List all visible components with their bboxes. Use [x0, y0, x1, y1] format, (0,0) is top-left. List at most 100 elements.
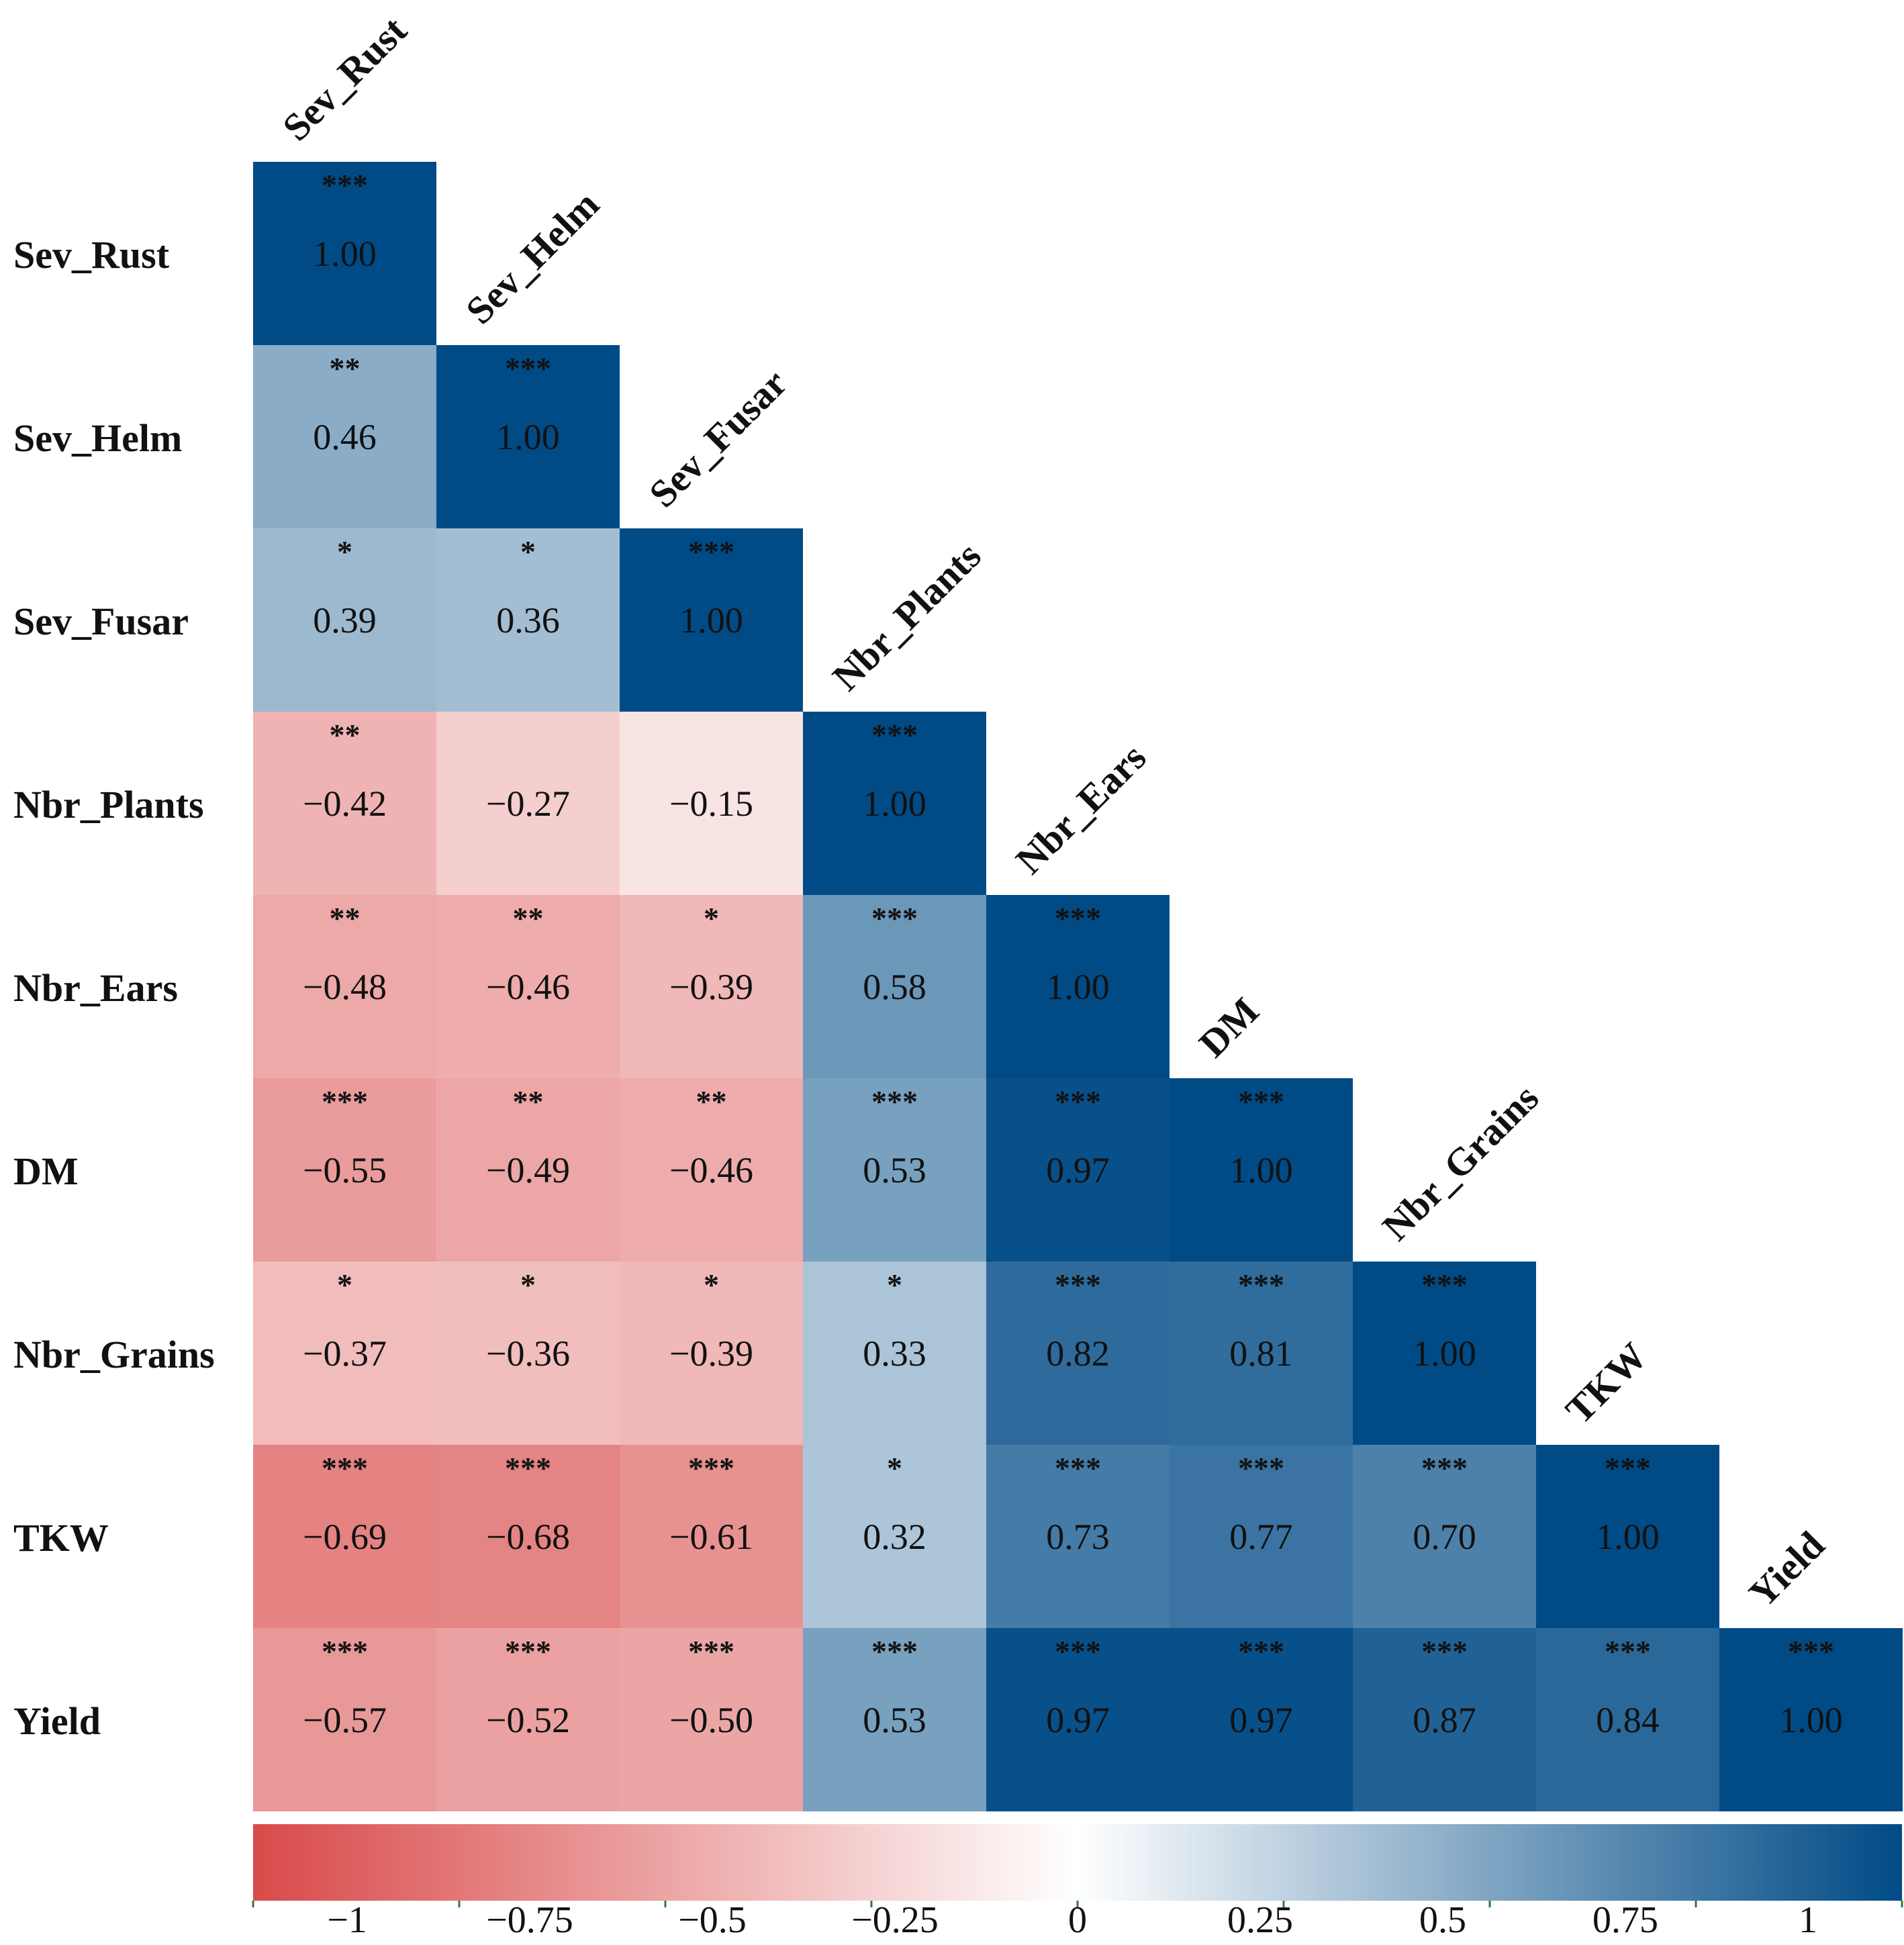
cell-value-yield-nbr-ears: 0.97	[1046, 1700, 1110, 1740]
cell-significance-nbr-grains-nbr-grains: ***	[1421, 1268, 1468, 1302]
column-label-nbr-ears: Nbr_Ears	[1007, 735, 1154, 882]
cell-value-yield-dm: 0.97	[1229, 1700, 1293, 1740]
row-label-sev-helm: Sev_Helm	[13, 416, 182, 460]
cell-sev-helm-sev-helm	[436, 345, 620, 528]
color-scale-tick-label: 0.75	[1592, 1899, 1658, 1941]
cell-significance-sev-fusar-sev-fusar: ***	[688, 534, 734, 569]
cell-significance-tkw-nbr-grains: ***	[1421, 1451, 1468, 1485]
column-label-yield: Yield	[1740, 1523, 1833, 1615]
cell-dm-dm	[1170, 1078, 1353, 1262]
cell-significance-sev-helm-sev-helm: ***	[505, 351, 551, 385]
cell-significance-tkw-sev-helm: ***	[505, 1451, 551, 1485]
cell-value-tkw-sev-fusar: −0.61	[669, 1517, 753, 1557]
row-label-nbr-plants: Nbr_Plants	[13, 783, 204, 826]
cell-significance-yield-sev-rust: ***	[322, 1634, 368, 1668]
cell-value-dm-dm: 1.00	[1229, 1150, 1293, 1190]
cell-value-dm-nbr-ears: 0.97	[1046, 1150, 1110, 1190]
cell-value-tkw-dm: 0.77	[1229, 1517, 1293, 1557]
cell-significance-nbr-ears-nbr-ears: ***	[1055, 901, 1101, 935]
cell-nbr-plants-sev-helm	[436, 712, 620, 895]
cell-nbr-plants-sev-fusar	[620, 712, 803, 895]
cell-value-nbr-plants-sev-fusar: −0.15	[669, 784, 753, 824]
cell-significance-yield-tkw: ***	[1605, 1634, 1651, 1668]
row-label-yield: Yield	[13, 1699, 101, 1743]
cell-sev-fusar-sev-rust	[253, 528, 436, 712]
cell-value-nbr-grains-dm: 0.81	[1229, 1333, 1293, 1374]
cell-tkw-nbr-plants	[803, 1445, 986, 1628]
cell-value-nbr-ears-sev-fusar: −0.39	[669, 967, 753, 1007]
cell-nbr-grains-sev-helm	[436, 1262, 620, 1445]
cell-value-nbr-grains-sev-rust: −0.37	[303, 1333, 387, 1374]
row-label-tkw: TKW	[13, 1516, 109, 1560]
cell-value-yield-nbr-plants: 0.53	[863, 1700, 926, 1740]
cell-tkw-nbr-grains	[1353, 1445, 1536, 1628]
cell-value-nbr-grains-nbr-grains: 1.00	[1413, 1333, 1476, 1374]
cell-value-tkw-tkw: 1.00	[1596, 1517, 1660, 1557]
cell-significance-dm-nbr-ears: ***	[1055, 1084, 1101, 1119]
cell-significance-nbr-plants-nbr-plants: ***	[871, 718, 918, 752]
cell-nbr-ears-sev-rust	[253, 895, 436, 1078]
cell-yield-tkw	[1536, 1628, 1719, 1811]
cell-value-nbr-ears-sev-rust: −0.48	[303, 967, 387, 1007]
cell-dm-sev-rust	[253, 1078, 436, 1262]
cell-tkw-dm	[1170, 1445, 1353, 1628]
cell-significance-yield-nbr-plants: ***	[871, 1634, 918, 1668]
cell-dm-nbr-ears	[986, 1078, 1170, 1262]
cell-significance-nbr-ears-sev-rust: **	[330, 901, 361, 935]
cell-tkw-nbr-ears	[986, 1445, 1170, 1628]
cell-value-sev-fusar-sev-helm: 0.36	[496, 600, 560, 641]
column-label-nbr-plants: Nbr_Plants	[824, 534, 989, 699]
cell-yield-dm	[1170, 1628, 1353, 1811]
cell-yield-sev-helm	[436, 1628, 620, 1811]
cell-value-yield-sev-rust: −0.57	[303, 1700, 387, 1740]
color-scale-tick-label: −0.25	[851, 1899, 939, 1941]
cell-tkw-sev-helm	[436, 1445, 620, 1628]
row-label-sev-rust: Sev_Rust	[13, 233, 170, 277]
cell-dm-sev-helm	[436, 1078, 620, 1262]
cell-sev-fusar-sev-fusar	[620, 528, 803, 712]
cell-value-yield-sev-fusar: −0.50	[669, 1700, 753, 1740]
cell-yield-yield	[1719, 1628, 1903, 1811]
cell-significance-tkw-tkw: ***	[1605, 1451, 1651, 1485]
cell-significance-nbr-grains-sev-rust: *	[337, 1268, 352, 1302]
cell-significance-yield-sev-fusar: ***	[688, 1634, 734, 1668]
cell-significance-nbr-grains-nbr-ears: ***	[1055, 1268, 1101, 1302]
column-label-tkw: TKW	[1557, 1334, 1655, 1432]
cell-significance-yield-dm: ***	[1238, 1634, 1284, 1668]
cell-value-sev-rust-sev-rust: 1.00	[313, 234, 377, 274]
cell-nbr-ears-sev-fusar	[620, 895, 803, 1078]
cell-significance-nbr-plants-sev-rust: **	[330, 718, 361, 752]
cell-significance-nbr-ears-nbr-plants: ***	[871, 901, 918, 935]
cell-value-nbr-ears-sev-helm: −0.46	[486, 967, 570, 1007]
cell-value-nbr-grains-sev-helm: −0.36	[486, 1333, 570, 1374]
cell-sev-rust-sev-rust	[253, 162, 436, 345]
row-label-nbr-grains: Nbr_Grains	[13, 1333, 215, 1376]
color-scale-bar	[253, 1824, 1902, 1901]
cell-value-tkw-sev-rust: −0.69	[303, 1517, 387, 1557]
cell-value-tkw-nbr-plants: 0.32	[863, 1517, 926, 1557]
cell-value-yield-nbr-grains: 0.87	[1413, 1700, 1476, 1740]
cell-tkw-sev-rust	[253, 1445, 436, 1628]
cell-significance-tkw-dm: ***	[1238, 1451, 1284, 1485]
cell-yield-nbr-ears	[986, 1628, 1170, 1811]
cell-yield-nbr-grains	[1353, 1628, 1536, 1811]
color-scale-tick-label: −1	[327, 1899, 367, 1941]
cell-significance-sev-rust-sev-rust: ***	[322, 168, 368, 202]
cell-significance-yield-yield: ***	[1788, 1634, 1834, 1668]
cell-value-dm-sev-helm: −0.49	[486, 1150, 570, 1190]
cell-significance-dm-dm: ***	[1238, 1084, 1284, 1119]
cell-significance-yield-sev-helm: ***	[505, 1634, 551, 1668]
cell-value-sev-helm-sev-helm: 1.00	[496, 417, 560, 457]
cell-value-nbr-plants-nbr-plants: 1.00	[863, 784, 926, 824]
color-scale-ticks: −1 −0.75 −0.5 −0.25 0 0.25 0.5 0.75 1	[252, 1899, 1903, 1941]
row-label-dm: DM	[13, 1149, 79, 1193]
cell-significance-nbr-ears-sev-helm: **	[513, 901, 544, 935]
cell-significance-yield-nbr-grains: ***	[1421, 1634, 1468, 1668]
cell-value-yield-yield: 1.00	[1779, 1700, 1843, 1740]
cell-nbr-ears-nbr-plants	[803, 895, 986, 1078]
row-label-sev-fusar: Sev_Fusar	[13, 600, 189, 643]
cell-significance-sev-fusar-sev-rust: *	[337, 534, 352, 569]
cell-value-tkw-nbr-ears: 0.73	[1046, 1517, 1110, 1557]
